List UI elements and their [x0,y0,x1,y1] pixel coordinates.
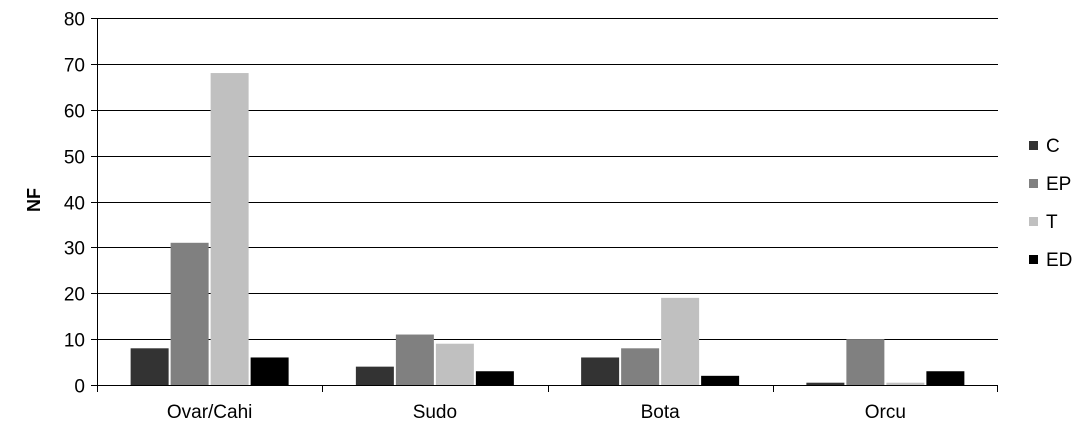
x-tick-labels: Ovar/Cahi Sudo Bota Orcu [167,402,906,423]
bar-ep-sudo [395,334,434,385]
y-tick-label: 70 [64,56,85,77]
legend: C EP T ED [1029,136,1072,271]
y-axis-label: NF [24,188,44,212]
bar-t-ovar-cahi [210,73,249,386]
legend-label-c: C [1046,136,1060,157]
legend-swatch-ep [1029,179,1038,188]
y-tick-label: 20 [64,285,85,306]
bar-c-bota [581,357,620,385]
bar-c-orcu [806,382,845,385]
legend-swatch-c [1029,141,1038,150]
bar-ed-sudo [475,371,514,385]
y-tick-label: 60 [64,102,85,123]
bar-ep-orcu [846,339,885,385]
bars [130,73,965,386]
x-tick-label: Bota [641,402,681,423]
bar-c-ovar-cahi [130,348,169,385]
bar-t-sudo [435,343,474,385]
x-tick-label: Sudo [413,402,457,423]
x-tick-label: Ovar/Cahi [167,402,253,423]
y-tick-label: 40 [64,194,85,215]
legend-swatch-ed [1029,255,1038,264]
bar-ed-bota [701,375,740,385]
legend-label-ed: ED [1046,250,1072,271]
bar-t-bota [661,297,700,385]
legend-label-ep: EP [1046,174,1071,195]
bar-ep-bota [621,348,660,385]
y-tick-label: 30 [64,239,85,260]
bar-c-sudo [355,366,394,385]
y-tick-label: 0 [74,377,85,398]
bar-ed-ovar-cahi [250,357,289,385]
legend-label-t: T [1046,212,1058,233]
bar-ed-orcu [926,371,965,385]
axes [91,18,998,392]
bar-t-orcu [886,382,925,385]
y-tick-labels: 0 10 20 30 40 50 60 70 80 [64,10,85,398]
y-tick-label: 80 [64,10,85,31]
legend-swatch-t [1029,217,1038,226]
x-tick-label: Orcu [865,402,906,423]
bar-ep-ovar-cahi [170,242,209,385]
y-tick-label: 10 [64,331,85,352]
y-tick-label: 50 [64,148,85,169]
